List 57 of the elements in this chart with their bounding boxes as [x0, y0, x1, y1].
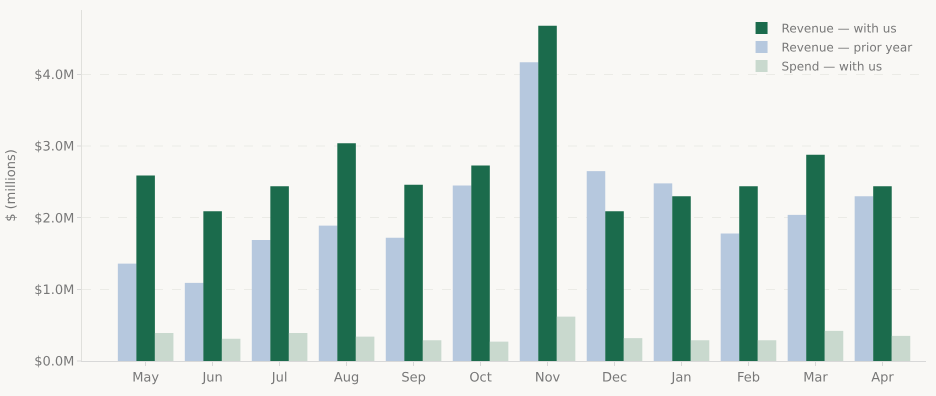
legend-label: Revenue — with us	[782, 22, 897, 36]
bar	[154, 333, 174, 361]
bar	[854, 196, 874, 361]
y-axis-title: $ (millions)	[4, 149, 20, 222]
bar	[288, 333, 308, 361]
bar	[690, 340, 710, 361]
bar	[404, 184, 423, 361]
x-tick-label: May	[132, 370, 160, 386]
bar	[873, 186, 892, 361]
bar	[605, 211, 624, 361]
bar	[758, 340, 776, 361]
bar	[538, 26, 557, 361]
x-tick-label: Jun	[201, 370, 223, 386]
x-tick-label: Jan	[670, 370, 692, 386]
y-tick-label: $2.0M	[34, 211, 74, 226]
x-tick-label: Sep	[401, 370, 426, 386]
bar	[136, 175, 155, 361]
x-tick-label: Feb	[736, 370, 760, 386]
bar	[337, 143, 356, 361]
bar	[471, 165, 490, 361]
bar	[356, 336, 374, 361]
x-tick-label: Dec	[602, 370, 628, 386]
bar	[739, 186, 758, 361]
x-tick-label: Nov	[534, 370, 561, 386]
bar	[654, 183, 672, 361]
x-tick-label: Aug	[334, 370, 360, 386]
x-tick-label: Apr	[871, 370, 894, 386]
y-tick-label: $4.0M	[34, 68, 74, 84]
bar	[203, 211, 222, 361]
bar	[520, 62, 538, 361]
y-tick-label: $1.0M	[34, 282, 74, 298]
bar	[222, 338, 240, 361]
bar	[788, 214, 806, 361]
bar	[422, 340, 442, 361]
legend-label: Revenue — prior year	[782, 40, 912, 55]
bar	[118, 264, 136, 361]
bar	[892, 336, 910, 361]
legend-label: Spend — with us	[782, 60, 882, 74]
bar	[184, 282, 204, 361]
bar	[720, 233, 740, 361]
x-tick-label: Mar	[803, 370, 828, 386]
bar	[270, 186, 289, 361]
bar	[806, 154, 825, 361]
y-tick-label: $0.0M	[34, 354, 74, 370]
bar	[318, 226, 338, 361]
bar	[824, 330, 844, 361]
bar	[386, 238, 404, 361]
x-tick-label: Oct	[469, 370, 492, 386]
bar	[586, 171, 606, 361]
bar	[490, 342, 508, 361]
y-tick-label: $3.0M	[34, 140, 74, 155]
bar	[252, 240, 270, 361]
x-tick-label: Jul	[270, 370, 288, 386]
bar	[452, 186, 472, 361]
bar	[672, 196, 691, 361]
bar	[624, 338, 642, 361]
bar	[556, 316, 576, 361]
